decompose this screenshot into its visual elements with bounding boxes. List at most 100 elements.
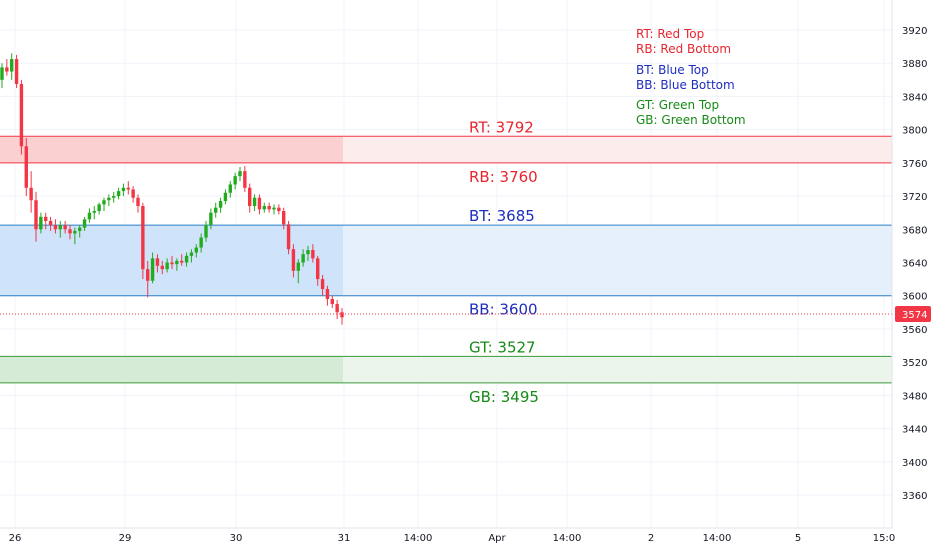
candle-body (92, 211, 96, 213)
candle-body (330, 299, 334, 305)
y-tick-label: 3720 (902, 192, 927, 203)
support-resistance-zones (0, 135, 892, 384)
candle-body (257, 197, 262, 210)
candle-body (146, 269, 150, 281)
candle-body (126, 187, 130, 190)
legend-item: GT: Green Top (636, 98, 719, 112)
legend-item: RB: Red Bottom (636, 42, 731, 56)
candle-body (170, 262, 174, 265)
candle-body (199, 237, 203, 248)
candle-body (223, 192, 228, 202)
candle-body (150, 258, 155, 281)
y-axis[interactable]: 3920 3880 3840 3800 3760 3720 3680 3640 3600 3560… (891, 0, 932, 550)
candle-body (189, 252, 194, 256)
legend-item: BB: Blue Bottom (636, 78, 735, 92)
candle-body (214, 207, 218, 213)
zone-red-top-label: RT: 3792 (469, 118, 534, 136)
y-tick-label: 3920 (902, 26, 927, 37)
candle-body (39, 216, 43, 230)
candle-body (165, 262, 169, 270)
candle-body (116, 191, 121, 197)
candle-body (34, 200, 38, 230)
x-tick-label: 5 (795, 533, 801, 544)
y-tick-label: 3440 (902, 425, 927, 436)
candle-body (44, 216, 48, 221)
y-tick-label: 3880 (902, 59, 927, 70)
y-tick-label: 3600 (902, 292, 927, 303)
candle-body (175, 260, 179, 265)
current-price-tag-label: 3574 (902, 310, 927, 321)
candlestick-series (0, 53, 344, 325)
candle-body (87, 212, 92, 220)
candle-body (112, 196, 116, 198)
zone-green-extension (343, 356, 892, 383)
candle-body (131, 189, 135, 198)
x-tick-label: 26 (9, 533, 22, 544)
candle-body (68, 229, 72, 234)
candle-body (252, 197, 257, 207)
candle-body (238, 171, 242, 177)
candle-body (228, 184, 232, 193)
candle-body (296, 262, 300, 271)
x-axis-background (0, 528, 932, 550)
legend-item: GB: Green Bottom (636, 113, 746, 127)
candle-body (306, 250, 310, 255)
x-tick-label: 31 (338, 533, 351, 544)
zone-green-area (0, 356, 343, 383)
candle-body (316, 258, 320, 280)
candle-body (102, 200, 106, 205)
candle-body (320, 279, 325, 290)
candle-body (248, 187, 252, 207)
x-tick-label: 29 (119, 533, 132, 544)
candle-body (335, 304, 339, 313)
candle-body (272, 207, 276, 210)
candle-body (121, 187, 126, 192)
candle-body (277, 207, 281, 212)
candle-body (136, 197, 140, 207)
zone-blue-bottom-label: BB: 3600 (469, 301, 538, 319)
y-tick-label: 3560 (902, 325, 927, 336)
candle-body (10, 59, 14, 72)
x-axis[interactable]: 26 29 30 31 14:00 Apr 14:00 2 14:00 5 15:0 (0, 527, 932, 550)
y-tick-label: 3640 (902, 259, 927, 270)
candle-body (180, 260, 184, 263)
candle-body (209, 212, 213, 226)
y-tick-label: 3400 (902, 458, 927, 469)
candle-body (325, 289, 330, 300)
x-tick-label: 15:0 (873, 533, 895, 544)
candle-body (243, 171, 247, 188)
candle-body (291, 249, 296, 271)
candle-body (155, 258, 160, 266)
y-tick-label: 3360 (902, 491, 927, 502)
zone-blue-top-label: BT: 3685 (469, 207, 535, 225)
y-axis-background (892, 0, 932, 550)
candle-body (78, 227, 82, 231)
candle-body (267, 206, 271, 210)
y-tick-label: 3480 (902, 391, 927, 402)
y-tick-label: 3760 (902, 159, 927, 170)
candle-body (282, 211, 286, 225)
candle-body (141, 206, 145, 270)
candle-body (19, 83, 24, 147)
zone-blue-extension (343, 225, 892, 296)
y-tick-label: 3800 (902, 126, 927, 137)
y-tick-label: 3680 (902, 225, 927, 236)
candle-body (0, 67, 4, 80)
zone-labels: RT: 3792 RB: 3760 BT: 3685 BB: 3600 GT: 3527… (469, 118, 539, 406)
candle-body (58, 225, 62, 230)
candle-body (97, 204, 101, 212)
x-tick-label: 2 (648, 533, 654, 544)
candle-body (107, 197, 111, 201)
y-tick-label: 3840 (902, 92, 927, 103)
candle-body (311, 250, 315, 259)
zone-red-bottom-label: RB: 3760 (469, 168, 538, 186)
candle-body (48, 220, 53, 226)
x-tick-label: 14:00 (553, 533, 582, 544)
candle-body (29, 187, 33, 201)
current-price-tag (895, 305, 931, 322)
zone-red-area (0, 136, 343, 163)
candle-body (63, 225, 67, 230)
candle-body (53, 225, 58, 230)
